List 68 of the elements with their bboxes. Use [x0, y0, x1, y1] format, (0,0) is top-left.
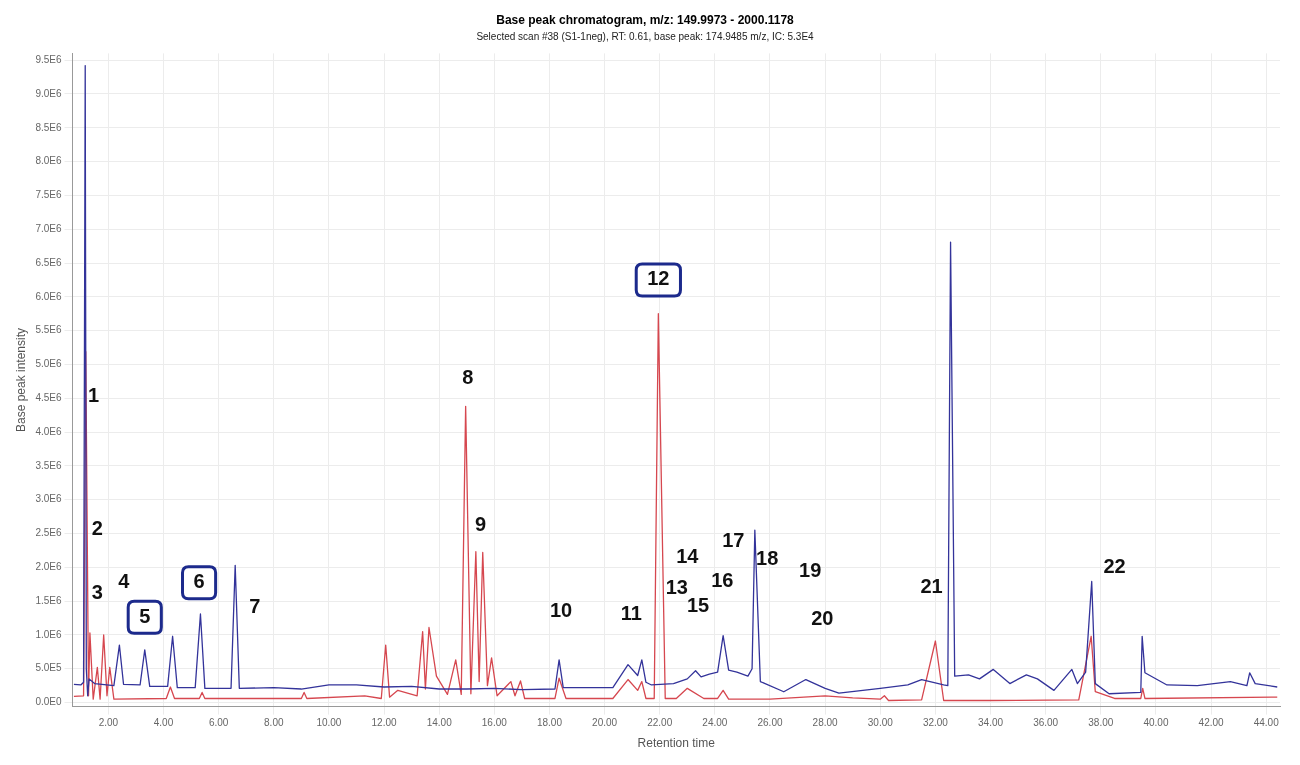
y-tick-label: 8.0E6: [35, 155, 62, 167]
y-tick-label: 5.0E6: [35, 358, 62, 370]
x-tick-label: 24.00: [702, 717, 728, 729]
x-tick-label: 34.00: [978, 717, 1004, 729]
x-tick-label: 44.00: [1253, 717, 1280, 729]
x-tick-label: 16.00: [481, 717, 508, 729]
annotation: 18: [756, 546, 779, 569]
annotation: 11: [620, 602, 642, 625]
annotation: 4: [118, 570, 131, 593]
x-tick-label: 42.00: [1198, 717, 1225, 729]
y-tick-label: 3.5E6: [35, 459, 62, 471]
x-tick-label: 4.00: [153, 717, 174, 729]
annotation: 19: [799, 558, 822, 581]
annotation: 14: [676, 544, 700, 567]
y-tick-label: 3.0E6: [35, 493, 62, 505]
y-tick-label: 4.5E6: [35, 392, 62, 404]
x-tick-label: 2.00: [98, 717, 119, 729]
x-tick-label: 14.00: [426, 717, 453, 729]
annotation: 21: [920, 575, 943, 598]
y-tick-label: 4.0E6: [35, 425, 62, 437]
annotation: 22: [1103, 555, 1126, 578]
x-tick-label: 22.00: [647, 717, 673, 729]
x-tick-label: 12.00: [371, 717, 397, 729]
x-tick-label: 28.00: [812, 717, 839, 729]
y-tick-label: 2.0E6: [35, 561, 62, 573]
x-tick-label: 38.00: [1088, 717, 1114, 729]
x-tick-label: 10.00: [316, 717, 342, 729]
x-tick-label: 20.00: [592, 717, 618, 729]
y-axis-title: Base peak intensity: [13, 327, 28, 433]
y-tick-label: 5.0E5: [35, 662, 62, 674]
annotation: 16: [711, 569, 734, 592]
y-tick-label: 5.5E6: [35, 324, 62, 336]
x-tick-label: 18.00: [536, 717, 563, 729]
chart-subtitle: Selected scan #38 (S1-1neg), RT: 0.61, base peak: 174.9485 m/z, IC: 5.3E4: [476, 31, 815, 43]
y-tick-label: 1.0E6: [35, 628, 62, 640]
annotation: 5: [139, 604, 151, 627]
x-tick-label: 32.00: [922, 717, 949, 729]
annotation: 8: [462, 366, 474, 389]
annotation: 12: [647, 267, 670, 290]
chart-title: Base peak chromatogram, m/z: 149.9973 - 2000.1178: [496, 12, 795, 27]
x-tick-label: 26.00: [757, 717, 783, 729]
y-tick-label: 6.5E6: [35, 256, 62, 268]
annotation: 2: [91, 516, 103, 539]
x-tick-label: 40.00: [1143, 717, 1169, 729]
annotation: 20: [811, 606, 834, 629]
annotation: 6: [193, 570, 205, 593]
annotation: 9: [474, 512, 487, 535]
y-tick-label: 2.5E6: [35, 527, 62, 539]
y-tick-label: 7.5E6: [35, 189, 62, 201]
annotation: 3: [91, 581, 103, 604]
x-tick-label: 8.00: [264, 717, 284, 729]
annotation: 7: [249, 595, 261, 618]
x-tick-label: 30.00: [867, 717, 894, 729]
y-tick-label: 9.0E6: [35, 87, 62, 99]
x-axis-title: Retention time: [637, 736, 716, 751]
x-tick-label: 36.00: [1033, 717, 1059, 729]
y-tick-label: 1.5E6: [35, 594, 62, 606]
y-tick-label: 0.0E0: [35, 696, 62, 708]
annotation: 17: [722, 529, 745, 552]
annotation: 13: [665, 576, 688, 599]
y-tick-label: 9.5E6: [35, 53, 62, 65]
annotation: 15: [686, 594, 710, 617]
y-tick-label: 8.5E6: [35, 121, 62, 133]
y-tick-label: 6.0E6: [35, 290, 62, 302]
annotation: 1: [87, 384, 100, 407]
y-tick-label: 7.0E6: [35, 222, 62, 234]
annotation: 10: [549, 598, 573, 621]
x-tick-label: 6.00: [208, 717, 229, 729]
